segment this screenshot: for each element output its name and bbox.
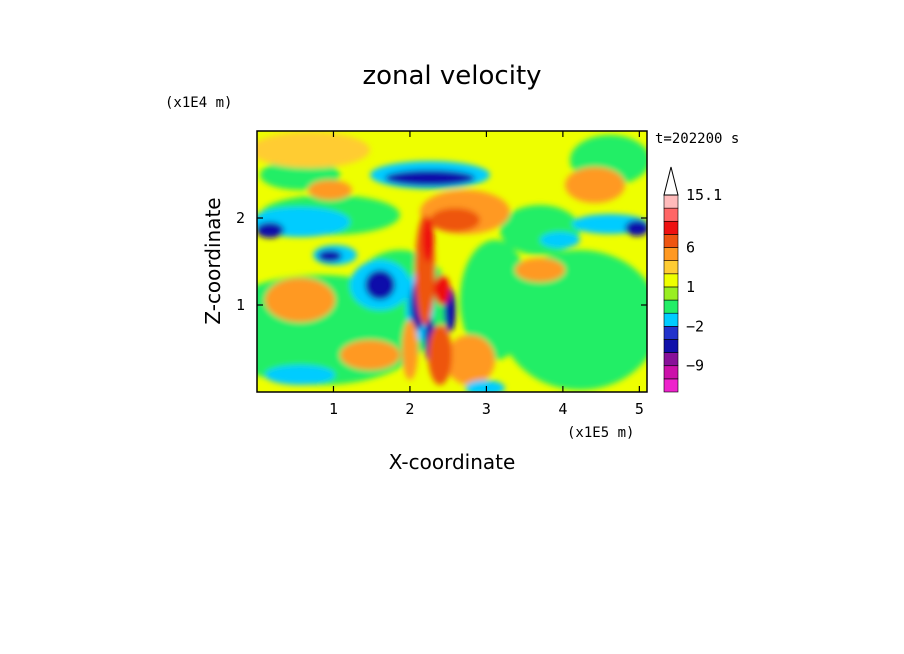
y-axis-label: Z-coordinate	[201, 197, 225, 324]
x-tick-label: 4	[558, 400, 567, 418]
colorbar-segment	[663, 299, 679, 314]
x-tick-label: 5	[635, 400, 644, 418]
contour-patch	[465, 380, 505, 392]
contour-patch	[500, 205, 580, 255]
contour-patch	[434, 275, 450, 305]
colorbar-label: 15.1	[686, 186, 722, 204]
contour-patch	[265, 278, 335, 322]
colorbar-segment	[663, 234, 679, 248]
colorbar-segment	[663, 247, 679, 261]
colorbar-segment	[663, 365, 679, 380]
y-tick-label: 1	[236, 296, 245, 314]
contour-patch	[365, 270, 395, 300]
contour-patch	[540, 232, 580, 248]
contour-patch	[402, 320, 418, 380]
chart-title: zonal velocity	[362, 61, 541, 91]
contour-patch	[257, 222, 284, 238]
contour-patch	[257, 132, 370, 168]
contour-patch	[625, 220, 647, 236]
colorbar-segment	[663, 352, 679, 367]
time-label: t=202200 s	[655, 131, 739, 147]
contour-patch	[428, 325, 452, 385]
colorbar-segment	[663, 339, 679, 353]
contour-patch	[265, 365, 335, 385]
plot-frame	[256, 130, 648, 393]
colorbar-label: 1	[686, 278, 695, 296]
contour-patch	[385, 170, 475, 186]
contour-patch	[308, 180, 352, 200]
contour-patch	[445, 335, 495, 385]
colorbar-segment	[663, 273, 679, 288]
contour-field	[257, 131, 647, 392]
colorbar-segment	[663, 312, 679, 327]
x-tick-label: 1	[329, 400, 338, 418]
contour-patch	[500, 250, 647, 390]
colorbar-label: −2	[686, 317, 704, 335]
colorbar-segment	[663, 260, 679, 275]
y-scale-label: (x1E4 m)	[165, 95, 232, 111]
y-tick-label: 2	[236, 209, 245, 227]
colorbar-label: −9	[686, 357, 704, 375]
y-axis-ticks: 12	[236, 209, 647, 314]
contour-patch	[565, 167, 625, 203]
x-axis-ticks: 1 2 3 4 5	[329, 131, 644, 418]
colorbar-segment	[663, 207, 679, 222]
colorbar-label: 6	[686, 239, 695, 257]
x-tick-label: 3	[482, 400, 491, 418]
x-tick-label: 2	[405, 400, 414, 418]
contour-patch	[460, 240, 530, 360]
contour-patch	[430, 208, 480, 232]
contour-blobs	[257, 132, 647, 392]
x-scale-label: (x1E5 m)	[567, 425, 634, 441]
x-axis-label: X-coordinate	[389, 450, 516, 474]
colorbar-segment	[663, 286, 679, 301]
colorbar-segment	[663, 194, 679, 209]
contour-patch	[318, 250, 342, 262]
colorbar-arrow	[663, 166, 679, 196]
contour-patch	[515, 258, 565, 282]
colorbar-segment	[663, 326, 679, 340]
contour-patch	[340, 340, 400, 370]
contour-patch	[422, 218, 434, 262]
colorbar-segment	[663, 220, 679, 235]
colorbar-segment	[663, 378, 679, 393]
colorbar: 15.1 6 1 −2 −9	[663, 166, 722, 393]
